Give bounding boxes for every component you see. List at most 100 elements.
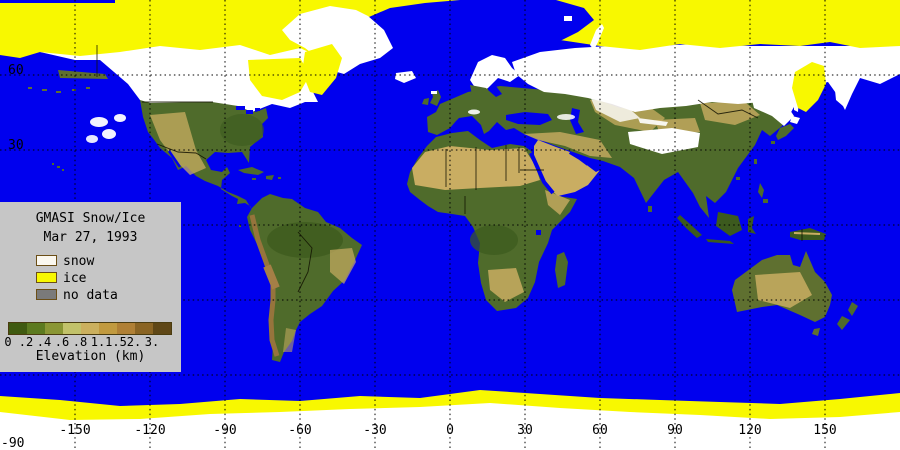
snow-swatch (36, 255, 57, 266)
colorbar-segment (153, 323, 171, 334)
caucasus-snow (557, 114, 575, 120)
lon-label: 120 (738, 423, 762, 438)
elevation-tick: .6 (54, 335, 70, 349)
taiwan (754, 159, 757, 164)
kazakh-snow (590, 96, 640, 122)
legend-row-snow: snow (0, 254, 181, 269)
philippines (758, 183, 764, 198)
madagascar (555, 252, 568, 288)
hispaniola (266, 175, 274, 180)
elevation-tick: .2 (18, 335, 34, 349)
congo-forest (470, 225, 518, 255)
colorbar-segment (81, 323, 99, 334)
elevation-tick: 0 (4, 335, 12, 349)
lat-label-60: 60 (8, 63, 24, 78)
elevation-tick: 1. (90, 335, 106, 349)
andes-mountains (249, 214, 280, 357)
elevation-tick: 3. (144, 335, 160, 349)
lon-label: 60 (592, 423, 608, 438)
tasmania (812, 328, 820, 336)
lake-victoria (536, 230, 541, 235)
colorbar-segment (99, 323, 117, 334)
brazil-highlands (330, 248, 356, 284)
no-data-label: no data (63, 288, 118, 303)
elevation-tick: 1.5 (105, 335, 127, 349)
alps-snow (468, 109, 480, 115)
legend-row-ice: ice (0, 271, 181, 286)
north-atlantic-open-water (346, 0, 594, 79)
top-ocean-strip (0, 0, 115, 3)
rockies-snow (114, 114, 126, 122)
puerto-rico (278, 177, 281, 179)
colorbar-segment (63, 323, 81, 334)
hudson-bay-ice (248, 58, 310, 100)
lon-label: -60 (288, 423, 312, 438)
jamaica (252, 178, 256, 180)
persian-gulf (568, 150, 590, 166)
new-zealand-north (848, 302, 858, 316)
legend-row-no-data: no data (0, 288, 181, 303)
no-data-swatch (36, 289, 57, 300)
aleutian-islands (28, 87, 90, 93)
hokkaido-snow (790, 116, 800, 124)
lon-label: 0 (446, 423, 454, 438)
legend-panel: GMASI Snow/Ice Mar 27, 1993 snow ice no … (0, 202, 181, 372)
galapagos (239, 225, 241, 227)
colorbar-segment (9, 323, 27, 334)
red-sea (529, 152, 555, 195)
arabian-peninsula (534, 140, 600, 196)
lon-label: -90 (213, 423, 237, 438)
labrador-sea-ice (302, 44, 342, 95)
anatolia-iran-plateau (524, 132, 612, 158)
new-zealand-south (837, 316, 850, 330)
kalahari-desert (488, 268, 524, 302)
elevation-tick: .4 (36, 335, 52, 349)
altiplano (263, 264, 280, 290)
legend-title: GMASI Snow/Ice (35, 211, 146, 226)
colorbar-segment (135, 323, 153, 334)
mindanao (763, 199, 768, 203)
kyushu (771, 141, 775, 144)
novaya-zemlya-snow (590, 24, 604, 50)
patagonia-steppe (283, 328, 296, 352)
colorbar-segment (117, 323, 135, 334)
legend-date: Mar 27, 1993 (43, 230, 138, 245)
us-east-forest (220, 114, 264, 146)
us-west-highlands (150, 112, 206, 175)
lat-label-minus90: -90 (1, 436, 25, 450)
lon-label: -150 (59, 423, 91, 438)
horn-of-africa (545, 190, 570, 215)
sumatra (677, 215, 702, 238)
honshu (776, 124, 794, 140)
canada-alaska-snow (0, 45, 330, 112)
elevation-tick: .8 (72, 335, 88, 349)
caspian-sea (570, 108, 584, 134)
elevation-caption: Elevation (km) (35, 349, 146, 364)
greenland-snow (282, 6, 393, 74)
lon-label: -30 (363, 423, 387, 438)
scotland-snow (431, 91, 437, 94)
lat-label-30: 30 (8, 138, 24, 153)
great-lake (246, 110, 253, 114)
great-lake (236, 106, 245, 110)
java (706, 239, 734, 244)
manchuria-snow (752, 100, 794, 126)
colorbar-segment (45, 323, 63, 334)
rockies-snow (102, 129, 116, 139)
kamchatka-snow (832, 60, 850, 106)
rockies-snow (90, 117, 108, 127)
gulf-of-california (167, 150, 182, 168)
snow-label: snow (63, 254, 95, 269)
ice-swatch (36, 272, 57, 283)
tien-shan-snow (638, 118, 668, 126)
lon-label: -120 (134, 423, 166, 438)
lon-label: 150 (813, 423, 837, 438)
iceland-snow (395, 71, 416, 83)
cuba (238, 167, 264, 175)
hawaii-islands (52, 163, 64, 171)
gobi-desert (700, 102, 760, 125)
ireland (422, 98, 429, 105)
alaska-south-coast (58, 70, 108, 79)
